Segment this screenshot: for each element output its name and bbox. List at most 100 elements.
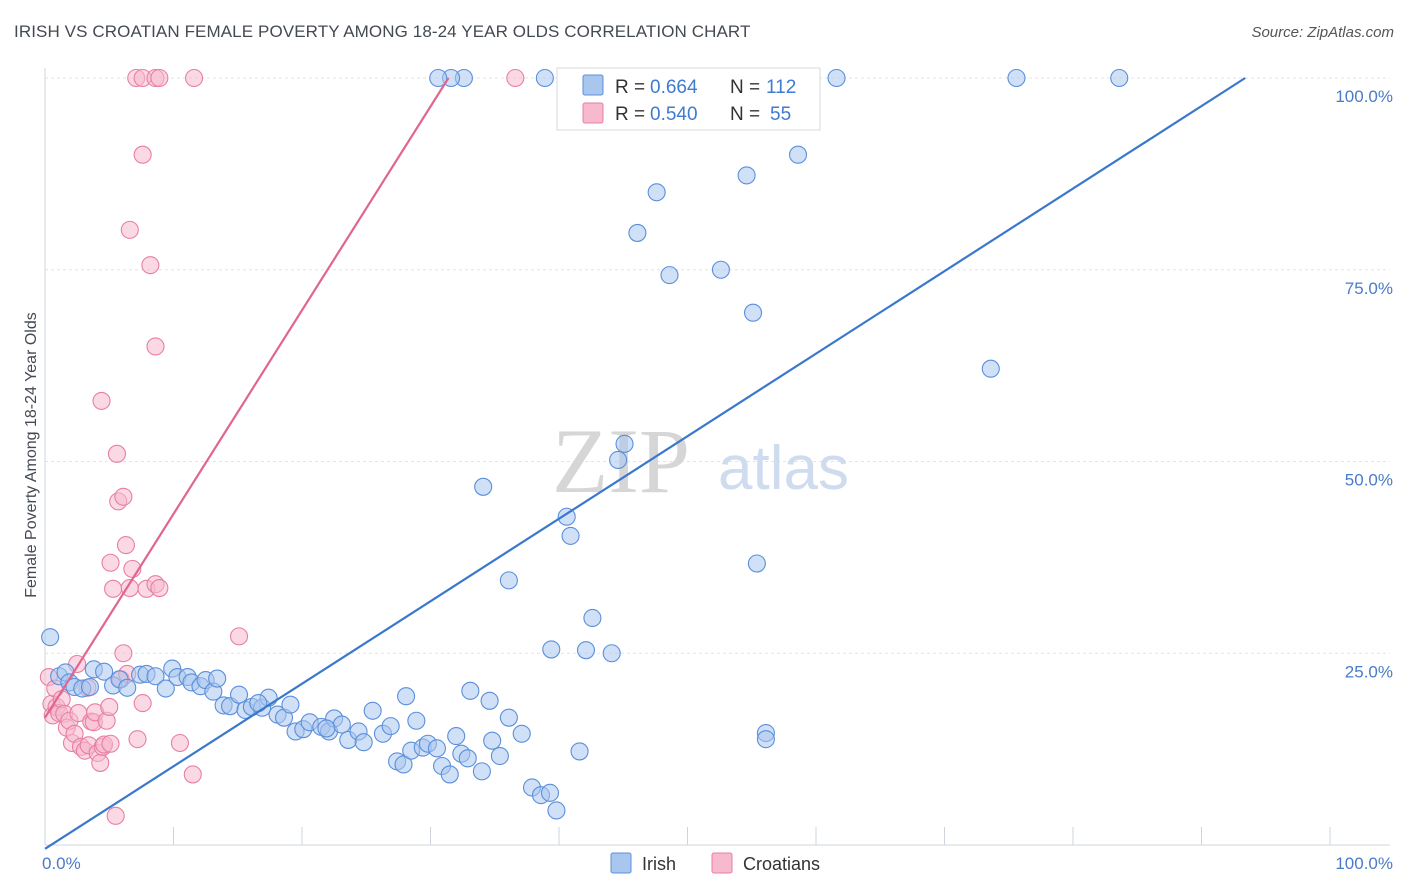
irish-point-77	[615, 434, 634, 453]
irish-r-label: R =	[615, 77, 645, 98]
irish-point-82	[647, 183, 666, 202]
irish-point-14	[146, 667, 165, 686]
croatian-point-49	[120, 220, 139, 239]
y-tick-label-2: 75.0%	[1345, 279, 1393, 298]
croatian-point-45	[183, 765, 202, 784]
croatian-point-52	[146, 337, 165, 356]
croatian-point-34	[114, 487, 133, 506]
croatian-n-value: 55	[770, 104, 791, 125]
irish-point-60	[461, 681, 480, 700]
irish-point-99	[1110, 68, 1129, 88]
irish-trend-line	[44, 77, 1246, 850]
croatian-r-value: 0.540	[650, 104, 698, 125]
irish-point-101	[499, 571, 518, 590]
irish-point-83	[660, 266, 679, 285]
irish-point-6	[80, 677, 100, 697]
y-tick-label-0: 25.0%	[1345, 662, 1393, 681]
croatian-point-29	[106, 806, 125, 825]
irish-point-46	[381, 717, 400, 736]
irish-point-64	[483, 731, 502, 750]
x-tick-label-0: 0.0%	[42, 854, 81, 873]
croatian-point-47	[92, 391, 111, 410]
irish-n-label: N =	[730, 77, 760, 98]
grid-lines	[45, 77, 1390, 654]
croatian-point-27	[101, 734, 120, 753]
croatian-point-40	[133, 694, 152, 713]
irish-bottom-swatch	[610, 852, 632, 874]
irish-point-76	[602, 644, 621, 663]
irish-point-48	[394, 755, 413, 774]
irish-point-70	[547, 801, 566, 820]
irish-point-63	[490, 746, 509, 766]
irish-point-33	[281, 695, 300, 714]
croatian-point-58	[506, 68, 525, 88]
irish-point-57	[447, 727, 466, 746]
irish-point-72	[561, 526, 580, 545]
irish-point-65	[499, 708, 518, 727]
irish-point-74	[583, 608, 602, 628]
irish-point-49	[397, 687, 416, 706]
irish-point-106	[535, 68, 554, 88]
irish-legend-swatch	[582, 74, 604, 96]
irish-point-73	[570, 742, 589, 761]
croatian-point-44	[170, 733, 189, 753]
irish-legend-label: Irish	[642, 854, 676, 874]
croatian-point-39	[128, 730, 147, 749]
croatian-legend-swatch	[582, 102, 604, 124]
croatian-point-48	[101, 553, 120, 572]
irish-point-88	[737, 166, 756, 185]
croatian-r-label: R =	[615, 104, 645, 125]
watermark: ZIP atlas	[552, 410, 849, 512]
irish-point-86	[711, 260, 730, 279]
x-tick-labels: 0.0% 100.0%	[42, 854, 1393, 873]
croatians-bottom-swatch	[711, 852, 733, 874]
irish-point-8	[95, 662, 114, 681]
croatian-trend-line	[44, 77, 450, 719]
trend-lines	[44, 77, 1246, 850]
irish-point-11	[118, 678, 137, 697]
croatian-point-30	[107, 444, 127, 463]
irish-point-90	[747, 554, 766, 573]
irish-r-value: 0.664	[650, 77, 698, 98]
chart-title: IRISH VS CROATIAN FEMALE POVERTY AMONG 1…	[14, 22, 751, 41]
irish-point-78	[609, 450, 628, 470]
y-tick-label-1: 50.0%	[1345, 471, 1393, 490]
croatian-n-label: N =	[730, 104, 760, 125]
irish-point-89	[743, 303, 763, 322]
irish-point-102	[542, 640, 561, 659]
croatian-point-51	[141, 256, 160, 275]
stats-legend: R = 0.664 N = 112 R = 0.540 N = 55	[556, 67, 821, 131]
irish-point-94	[788, 145, 808, 164]
irish-point-62	[480, 691, 499, 710]
croatian-point-50	[133, 145, 152, 164]
croatian-point-35	[116, 536, 136, 555]
irish-point-0	[41, 628, 60, 647]
irish-point-69	[540, 783, 560, 802]
x-tick-label-1: 100.0%	[1335, 854, 1393, 873]
irish-point-105	[429, 68, 448, 88]
y-tick-label-3: 100.0%	[1335, 87, 1393, 106]
irish-point-23	[208, 669, 227, 688]
irish-point-81	[628, 223, 647, 242]
watermark-atlas: atlas	[718, 434, 849, 503]
irish-point-66	[512, 724, 531, 743]
irish-point-100	[474, 477, 493, 496]
irish-point-111	[317, 719, 336, 738]
croatian-point-22	[91, 753, 110, 772]
croatian-point-46	[229, 627, 249, 646]
croatian-point-26	[100, 697, 119, 716]
irish-point-59	[458, 749, 477, 768]
croatian-point-57	[185, 68, 204, 88]
bottom-legend: Irish Croatians	[610, 852, 820, 874]
irish-point-56	[440, 765, 459, 784]
irish-point-92	[756, 730, 775, 749]
y-tick-labels: 25.0% 50.0% 75.0% 100.0%	[1335, 87, 1393, 681]
irish-point-15	[156, 679, 175, 698]
irish-point-61	[472, 762, 491, 781]
croatian-point-43	[150, 579, 169, 598]
irish-point-26	[229, 685, 249, 704]
irish-point-54	[427, 739, 446, 758]
irish-point-96	[827, 68, 846, 88]
irish-point-50	[407, 711, 426, 730]
